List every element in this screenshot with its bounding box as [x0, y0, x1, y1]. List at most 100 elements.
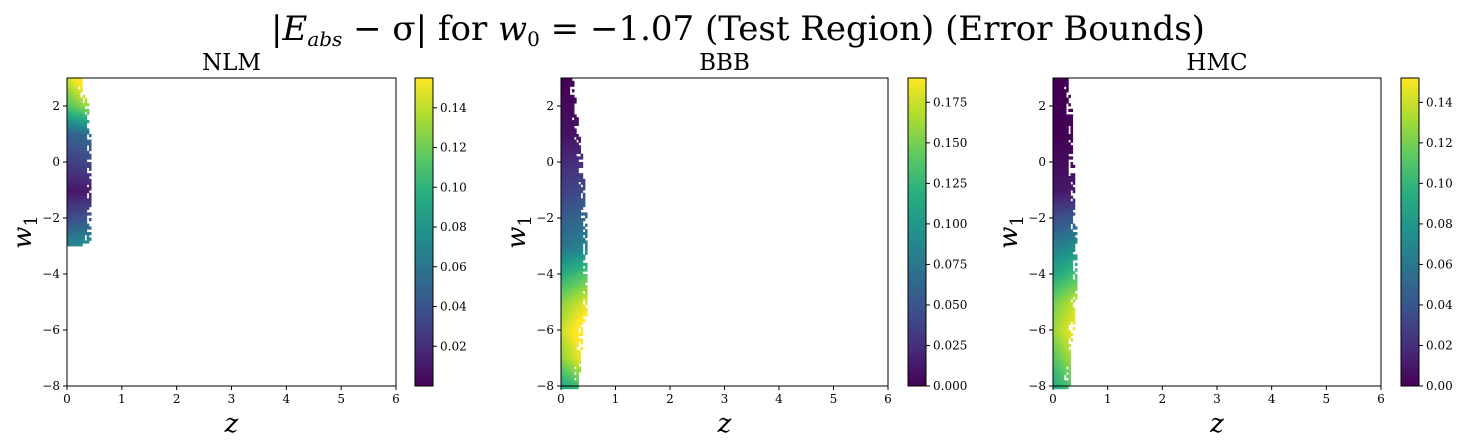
heatmap-cell [569, 262, 573, 266]
heatmap-cell [578, 302, 582, 306]
y-tick-label: −8 [42, 379, 60, 393]
heatmap-cell [571, 316, 575, 320]
heatmap-cell [582, 262, 586, 266]
x-tick-label: 6 [884, 392, 892, 406]
heatmap-cell [569, 187, 573, 191]
x-tick-label: 4 [775, 392, 783, 406]
heatmap-cell [1059, 335, 1063, 339]
heatmap-cell [1061, 237, 1065, 241]
heatmap-cell [584, 240, 588, 244]
heatmap-cell [576, 234, 579, 238]
heatmap-cell [1070, 117, 1074, 121]
heatmap-cell [561, 167, 564, 171]
heatmap-cell [80, 145, 83, 149]
heatmap-cell [1057, 108, 1060, 112]
heatmap-cell [1070, 220, 1074, 224]
heatmap-cell [561, 111, 564, 115]
heatmap-cell [1057, 341, 1060, 345]
heatmap-cell [1061, 377, 1065, 381]
heatmap-cell [1055, 106, 1058, 110]
heatmap-cell [1070, 313, 1074, 317]
heatmap-cell [1059, 285, 1063, 289]
heatmap-cell [582, 282, 586, 286]
heatmap-cell [1059, 380, 1063, 384]
heatmap-cell [1059, 80, 1063, 84]
heatmap-cell [71, 122, 74, 126]
heatmap-cell [71, 237, 74, 241]
heatmap-cell [571, 223, 575, 227]
heatmap-cell [569, 355, 573, 359]
heatmap-cell [563, 92, 566, 96]
heatmap-cell [73, 78, 77, 82]
heatmap-cell [1053, 162, 1056, 166]
heatmap-cell [1055, 142, 1058, 146]
heatmap-cell [71, 209, 74, 213]
heatmap-cell [1053, 206, 1056, 210]
heatmap-cell [82, 148, 85, 152]
heatmap-cell [571, 276, 575, 280]
heatmap-cell [561, 282, 564, 286]
heatmap-cell [1055, 128, 1058, 132]
heatmap-cell [1059, 156, 1063, 160]
heatmap-cell [561, 290, 564, 294]
heatmap-cell [569, 251, 573, 255]
heatmap-cell [1053, 313, 1056, 317]
heatmap-cell [75, 125, 79, 129]
heatmap-cell [1059, 94, 1063, 98]
heatmap-cell [571, 313, 575, 317]
heatmap-cell [561, 153, 564, 157]
heatmap-cell [561, 324, 564, 328]
heatmap-cell [580, 271, 584, 275]
x-tick-label: 4 [283, 392, 291, 406]
heatmap-cell [567, 374, 571, 378]
heatmap-cell [1066, 341, 1069, 345]
heatmap-cell [1072, 290, 1076, 294]
heatmap-cell [75, 215, 79, 219]
heatmap-cell [580, 162, 584, 166]
heatmap-cell [75, 106, 79, 110]
heatmap-cell [67, 170, 70, 174]
heatmap-cell [561, 352, 564, 356]
heatmap-cell [1070, 237, 1074, 241]
heatmap-cell [571, 383, 575, 387]
heatmap-cell [569, 229, 573, 233]
heatmap-cell [571, 257, 575, 261]
heatmap-cell [1066, 321, 1069, 325]
heatmap-cell [67, 198, 70, 202]
heatmap-cell [1068, 332, 1071, 336]
heatmap-cell [71, 153, 74, 157]
heatmap-cell [1061, 156, 1065, 160]
heatmap-cell [73, 122, 77, 126]
heatmap-cell [567, 100, 571, 104]
y-axis-label: w1 [502, 215, 536, 249]
heatmap-cell [1055, 206, 1058, 210]
heatmap-cell [84, 103, 88, 107]
heatmap-cell [1063, 145, 1067, 149]
heatmap-cell [75, 89, 79, 93]
heatmap-cell [571, 386, 575, 390]
heatmap-cell [67, 100, 70, 104]
heatmap-cell [578, 187, 582, 191]
heatmap-cell [1063, 355, 1067, 359]
heatmap-cell [1055, 332, 1058, 336]
heatmap-cell [569, 349, 573, 353]
heatmap-cell [561, 173, 564, 177]
heatmap-cell [67, 201, 70, 205]
heatmap-cell [1057, 148, 1060, 152]
heatmap-cell [1066, 369, 1069, 373]
heatmap-cell [77, 136, 81, 140]
heatmap-cell [80, 223, 83, 227]
heatmap-cell [565, 117, 568, 121]
heatmap-cell [1072, 307, 1076, 311]
heatmap-cell [1055, 198, 1058, 202]
heatmap-cell [1068, 184, 1071, 188]
heatmap-cell [571, 125, 575, 129]
heatmap-cell [578, 215, 582, 219]
heatmap-cell [574, 192, 577, 196]
heatmap-cell [574, 195, 577, 199]
x-tick-label: 2 [1159, 392, 1167, 406]
heatmap-cell [584, 223, 588, 227]
heatmap-cell [574, 349, 577, 353]
heatmap-cell [1055, 372, 1058, 376]
heatmap-cell [73, 162, 77, 166]
